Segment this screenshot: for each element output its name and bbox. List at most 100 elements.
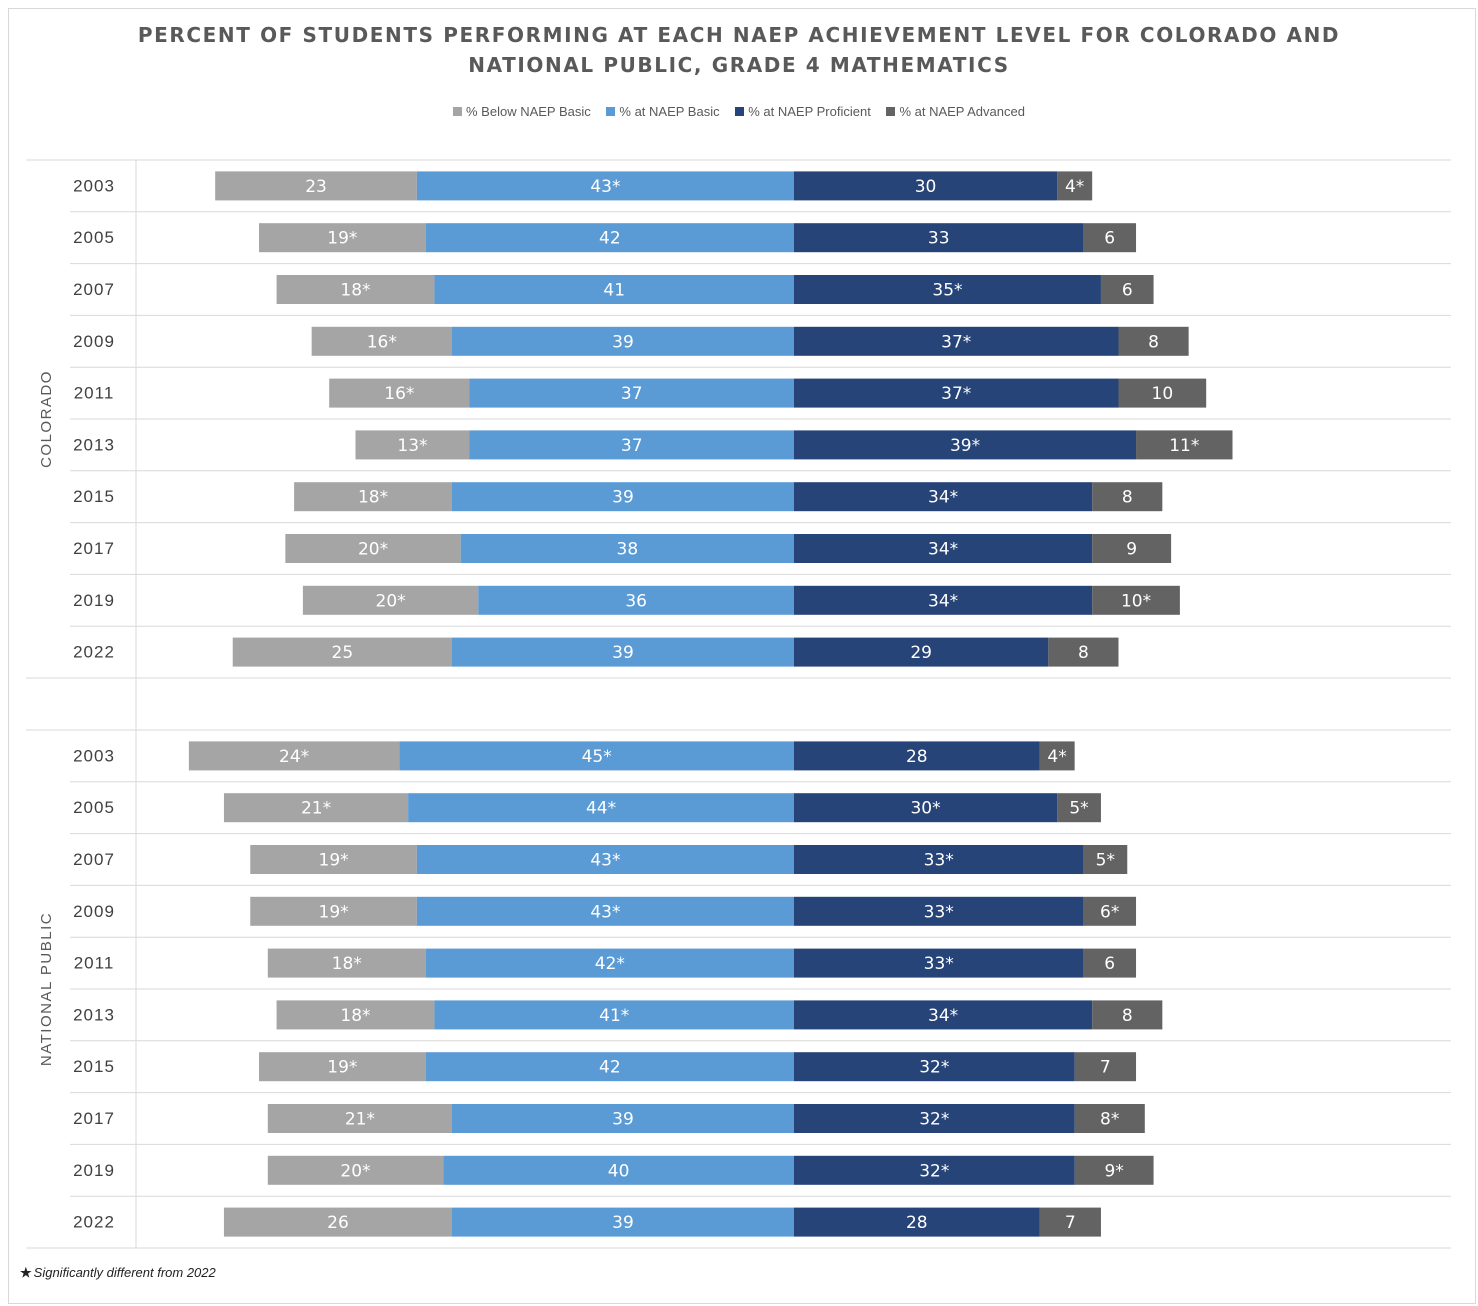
data-label: 18* bbox=[340, 1006, 370, 1026]
bar-basic bbox=[425, 1052, 794, 1082]
data-label: 43* bbox=[590, 177, 620, 197]
legend-label: % at NAEP Basic bbox=[619, 104, 720, 119]
bar-below-basic bbox=[276, 275, 435, 304]
bar-proficient bbox=[794, 1155, 1075, 1185]
data-label: 13* bbox=[397, 436, 427, 456]
bar-basic bbox=[478, 585, 794, 615]
data-label: 5* bbox=[1069, 799, 1088, 819]
legend-item-proficient: % at NAEP Proficient bbox=[735, 104, 871, 119]
bar-row-2009: 2009 16* 39 37* 8 bbox=[73, 326, 1189, 356]
bar-advanced bbox=[1092, 482, 1163, 512]
data-label: 21* bbox=[345, 1110, 375, 1130]
bar-row-2007: 2007 18* 41 35* 6 bbox=[73, 275, 1154, 304]
data-label: 37 bbox=[621, 384, 643, 404]
data-label: 21* bbox=[301, 799, 331, 819]
bar-advanced bbox=[1048, 637, 1119, 667]
year-label: 2015 bbox=[73, 487, 115, 506]
data-label: 19* bbox=[327, 1058, 357, 1078]
legend-swatch bbox=[886, 107, 896, 116]
legend-swatch bbox=[453, 107, 463, 116]
bar-advanced bbox=[1100, 275, 1154, 304]
data-label: 40 bbox=[608, 1161, 630, 1181]
data-label: 9* bbox=[1104, 1161, 1123, 1181]
data-label: 39 bbox=[612, 1110, 634, 1130]
year-label: 2003 bbox=[73, 176, 115, 195]
data-label: 32* bbox=[919, 1110, 949, 1130]
bar-below-basic bbox=[302, 585, 479, 615]
data-label: 42* bbox=[595, 954, 625, 974]
year-label: 2019 bbox=[73, 1161, 115, 1180]
data-label: 23 bbox=[305, 177, 327, 197]
bar-below-basic bbox=[259, 223, 426, 253]
group-label: NATIONAL PUBLIC bbox=[38, 912, 55, 1066]
bar-basic bbox=[416, 896, 794, 926]
bar-advanced bbox=[1039, 1207, 1101, 1237]
bar-advanced bbox=[1118, 326, 1189, 356]
data-label: 38 bbox=[617, 540, 639, 560]
bar-row-2022: 2022 26 39 28 7 bbox=[73, 1207, 1101, 1237]
legend-swatch bbox=[606, 107, 616, 116]
bar-basic bbox=[399, 741, 794, 771]
bar-basic bbox=[460, 534, 794, 563]
group-label: COLORADO bbox=[38, 370, 55, 468]
bar-row-2003: 2003 24* 45* 28 4* bbox=[73, 741, 1075, 771]
year-label: 2013 bbox=[73, 435, 115, 454]
year-label: 2011 bbox=[74, 384, 115, 403]
data-label: 10 bbox=[1152, 384, 1174, 404]
data-label: 39 bbox=[612, 643, 634, 663]
data-label: 11* bbox=[1169, 436, 1199, 456]
data-label: 36 bbox=[625, 591, 647, 611]
data-label: 32* bbox=[919, 1058, 949, 1078]
year-label: 2007 bbox=[73, 850, 115, 869]
legend-item-advanced: % at NAEP Advanced bbox=[886, 104, 1025, 119]
data-label: 32* bbox=[919, 1161, 949, 1181]
bar-below-basic bbox=[250, 845, 417, 874]
bar-advanced bbox=[1092, 585, 1180, 615]
data-label: 8 bbox=[1122, 488, 1133, 508]
group-national-public: NATIONAL PUBLIC 2003 24* 45* 28 4* 2005 21* 44* 3… bbox=[26, 729, 1451, 1249]
year-label: 2005 bbox=[73, 798, 115, 817]
data-label: 16* bbox=[384, 384, 414, 404]
bar-row-2005: 2005 19* 42 33 6 bbox=[73, 223, 1137, 253]
data-label: 39* bbox=[950, 436, 980, 456]
bar-basic bbox=[469, 378, 794, 408]
bar-proficient bbox=[794, 326, 1119, 356]
data-label: 43* bbox=[590, 851, 620, 871]
bar-row-2017: 2017 21* 39 32* 8* bbox=[73, 1104, 1145, 1133]
data-label: 34* bbox=[928, 488, 958, 508]
data-label: 10* bbox=[1121, 591, 1151, 611]
bar-proficient bbox=[794, 1000, 1093, 1030]
data-label: 4* bbox=[1065, 177, 1084, 197]
year-label: 2009 bbox=[73, 902, 115, 921]
year-label: 2005 bbox=[73, 228, 115, 247]
data-label: 20* bbox=[340, 1161, 370, 1181]
data-label: 34* bbox=[928, 540, 958, 560]
data-label: 6 bbox=[1122, 281, 1133, 301]
bar-below-basic bbox=[188, 741, 400, 771]
data-label: 6 bbox=[1104, 954, 1115, 974]
data-label: 30* bbox=[910, 799, 940, 819]
chart-title-line-1: PERCENT OF STUDENTS PERFORMING AT EACH N… bbox=[137, 23, 1341, 47]
data-label: 8 bbox=[1122, 1006, 1133, 1026]
legend-label: % at NAEP Proficient bbox=[748, 104, 871, 119]
bar-below-basic bbox=[267, 1155, 444, 1185]
bar-row-2007: 2007 19* 43* 33* 5* bbox=[73, 845, 1128, 874]
bar-below-basic bbox=[355, 430, 470, 460]
bar-below-basic bbox=[267, 948, 426, 978]
data-label: 39 bbox=[612, 1213, 634, 1233]
bar-basic bbox=[451, 482, 794, 512]
data-label: 24* bbox=[279, 747, 309, 767]
bar-row-2022: 2022 25 39 29 8 bbox=[73, 637, 1119, 667]
year-label: 2022 bbox=[73, 1213, 115, 1232]
chart-title-line-2: NATIONAL PUBLIC, GRADE 4 MATHEMATICS bbox=[468, 53, 1010, 77]
bar-basic bbox=[451, 326, 794, 356]
chart-legend: % Below NAEP Basic % at NAEP Basic % at … bbox=[0, 104, 1478, 119]
data-label: 37 bbox=[621, 436, 643, 456]
bar-basic bbox=[408, 793, 794, 823]
bar-row-2015: 2015 19* 42 32* 7 bbox=[73, 1052, 1137, 1082]
bar-row-2013: 2013 13* 37 39* 11* bbox=[73, 430, 1233, 460]
data-label: 8* bbox=[1100, 1110, 1119, 1130]
data-label: 29 bbox=[910, 643, 932, 663]
bar-advanced bbox=[1118, 378, 1207, 408]
